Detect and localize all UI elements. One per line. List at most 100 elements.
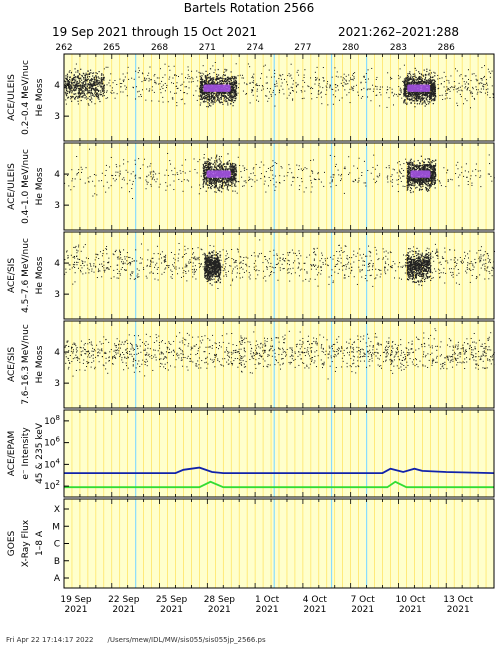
scatter-point	[193, 158, 195, 160]
scatter-point	[233, 174, 235, 176]
scatter-point	[431, 172, 433, 174]
scatter-point	[351, 78, 353, 80]
scatter-point	[357, 94, 359, 96]
scatter-point	[96, 89, 98, 91]
scatter-point	[220, 156, 222, 158]
scatter-point	[458, 89, 460, 91]
scatter-point	[211, 180, 214, 182]
scatter-point	[201, 80, 203, 83]
scatter-point	[421, 91, 423, 93]
scatter-point	[231, 83, 233, 86]
scatter-point	[119, 78, 121, 80]
scatter-point	[400, 90, 402, 92]
scatter-point	[199, 95, 201, 97]
scatter-point	[426, 79, 428, 82]
scatter-point	[419, 98, 421, 100]
scatter-point	[434, 172, 436, 175]
scatter-point	[225, 183, 227, 185]
scatter-point	[329, 84, 331, 86]
scatter-point	[101, 81, 103, 83]
scatter-point	[214, 161, 216, 164]
scatter-point	[86, 87, 88, 89]
scatter-point	[472, 88, 474, 90]
scatter-point	[218, 180, 220, 182]
high-density-core	[206, 170, 231, 178]
scatter-point	[103, 77, 105, 79]
scatter-point	[116, 84, 118, 86]
scatter-point	[453, 81, 455, 83]
scatter-point	[210, 81, 213, 83]
scatter-point	[152, 177, 154, 179]
scatter-point	[292, 98, 294, 100]
scatter-point	[418, 103, 421, 105]
scatter-point	[431, 178, 433, 180]
scatter-point	[409, 95, 411, 97]
scatter-point	[226, 162, 228, 164]
scatter-point	[426, 99, 428, 101]
scatter-point	[101, 73, 103, 75]
scatter-point	[89, 83, 91, 85]
scatter-point	[208, 165, 210, 167]
scatter-point	[230, 92, 233, 94]
scatter-point	[423, 93, 425, 95]
scatter-point	[428, 82, 430, 85]
scatter-point	[226, 181, 228, 183]
scatter-point	[231, 168, 233, 171]
scatter-point	[344, 166, 346, 168]
scatter-point	[414, 92, 416, 94]
scatter-point	[480, 82, 482, 84]
scatter-point	[208, 168, 211, 170]
scatter-point	[426, 91, 428, 94]
scatter-point	[150, 176, 152, 178]
scatter-point	[103, 68, 105, 70]
scatter-point	[422, 180, 424, 182]
scatter-point	[437, 74, 439, 76]
scatter-point	[97, 89, 100, 92]
scatter-point	[191, 76, 193, 78]
scatter-point	[413, 97, 415, 99]
scatter-point	[224, 78, 226, 80]
scatter-point	[396, 172, 398, 174]
scatter-point	[399, 171, 401, 173]
scatter-point	[416, 164, 418, 166]
scatter-point	[400, 180, 402, 182]
scatter-point	[403, 91, 405, 93]
scatter-point	[217, 92, 219, 94]
scatter-point	[335, 84, 337, 86]
scatter-point	[363, 182, 365, 184]
scatter-point	[394, 93, 396, 95]
scatter-point	[90, 79, 92, 81]
scatter-point	[201, 87, 203, 89]
scatter-point	[412, 95, 414, 97]
scatter-point	[218, 99, 220, 102]
scatter-point	[332, 88, 334, 90]
scatter-point	[208, 83, 210, 86]
scatter-point	[231, 88, 233, 90]
scatter-point	[204, 95, 206, 97]
scatter-point	[209, 83, 212, 85]
scatter-point	[431, 88, 433, 91]
scatter-point	[209, 181, 212, 183]
scatter-point	[265, 95, 267, 97]
scatter-point	[410, 163, 412, 165]
scatter-point	[227, 177, 229, 179]
scatter-point	[72, 78, 74, 80]
scatter-point	[84, 84, 86, 86]
scatter-point	[367, 69, 369, 71]
scatter-point	[146, 175, 148, 177]
scatter-point	[408, 79, 410, 82]
scatter-point	[245, 93, 247, 95]
scatter-point	[191, 186, 193, 188]
scatter-point	[415, 92, 417, 94]
scatter-point	[433, 94, 435, 96]
scatter-point	[264, 176, 266, 178]
scatter-point	[74, 76, 77, 78]
scatter-point	[237, 87, 239, 89]
scatter-point	[119, 170, 121, 172]
scatter-point	[88, 81, 91, 83]
scatter-point	[406, 97, 408, 100]
scatter-point	[102, 93, 104, 95]
scatter-point	[92, 85, 95, 87]
scatter-point	[427, 166, 429, 168]
scatter-point	[264, 180, 266, 182]
